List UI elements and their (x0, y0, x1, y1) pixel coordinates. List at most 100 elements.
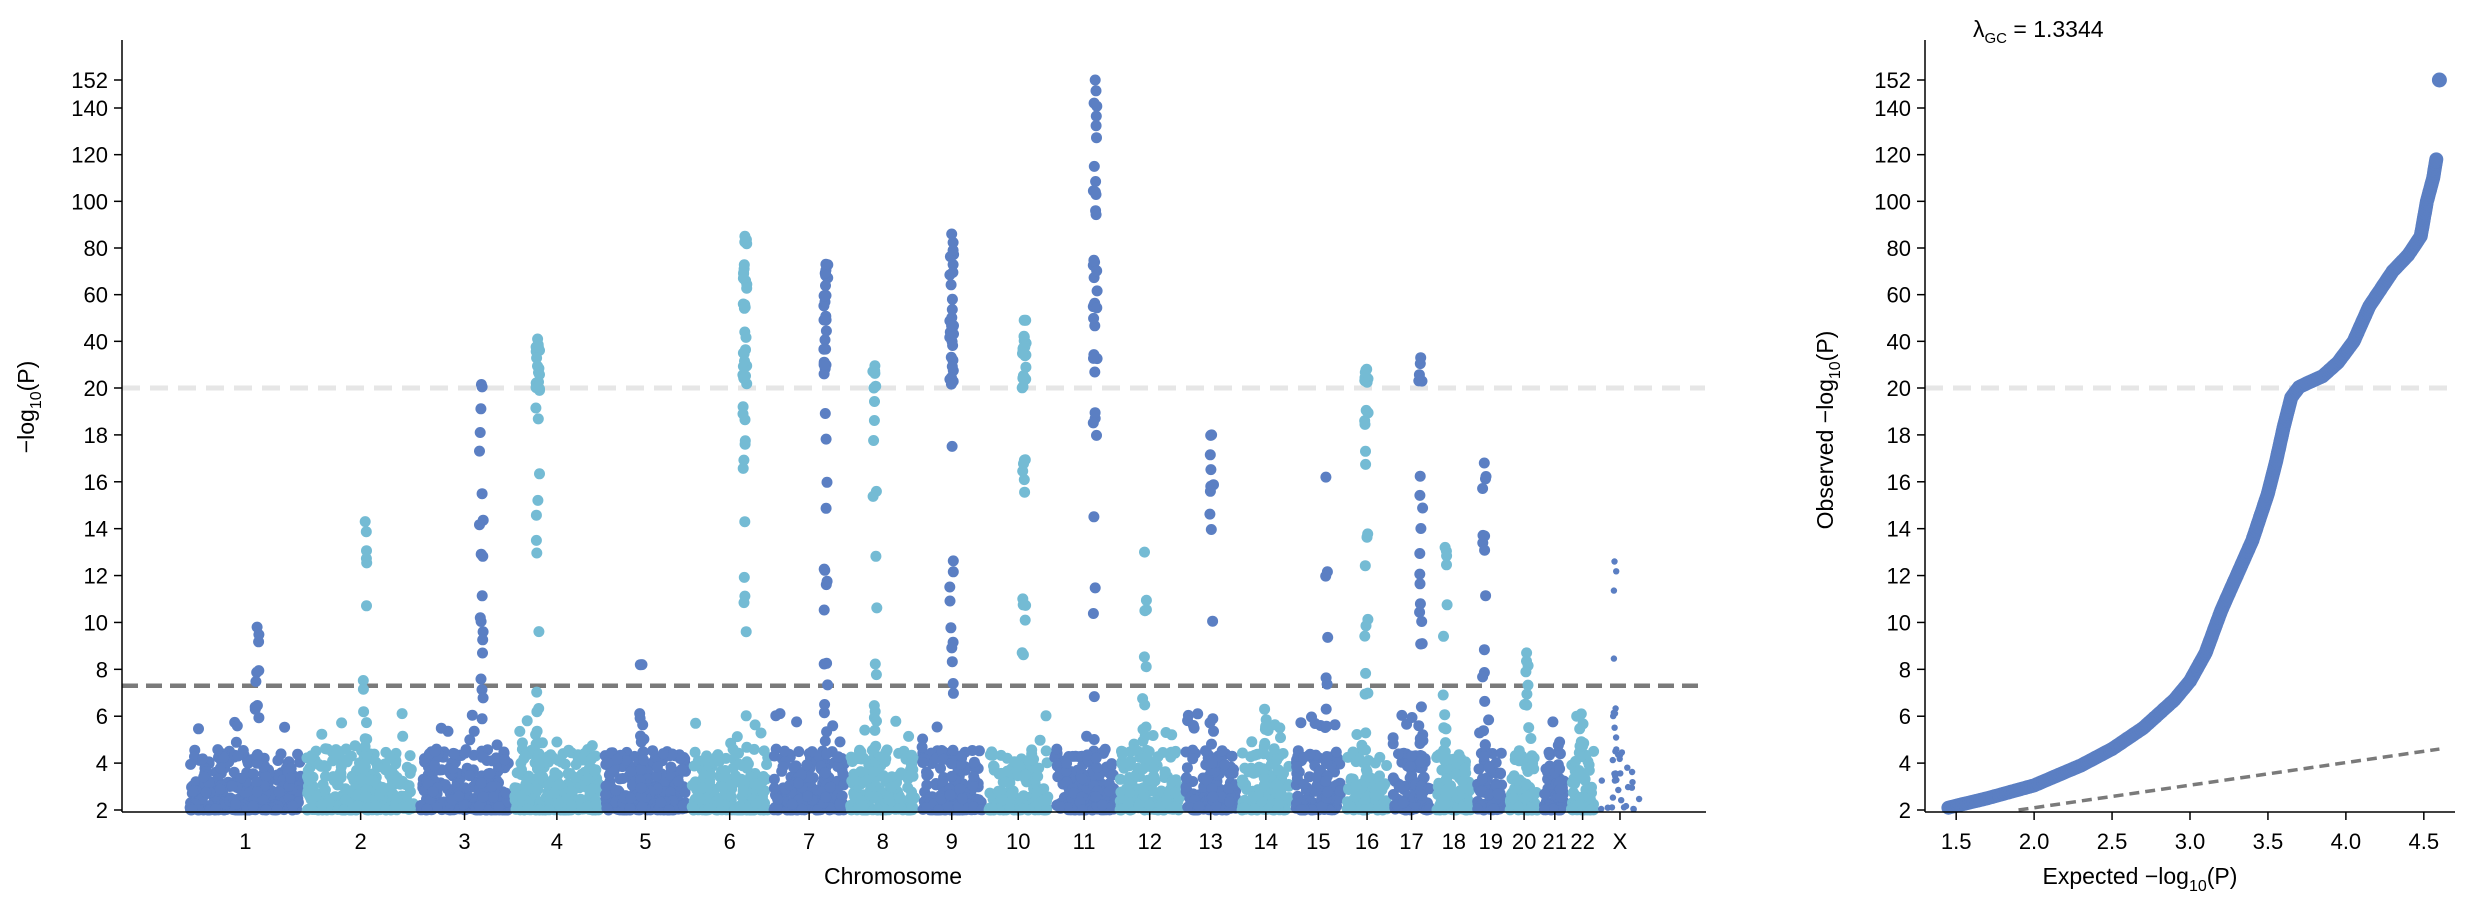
y-tick-label: 2 (96, 798, 108, 823)
qq-x-tick-label: 2.0 (2019, 829, 2050, 854)
point (1477, 671, 1489, 683)
qq-y-tick-label: 16 (1887, 470, 1911, 495)
point (1019, 486, 1031, 498)
point (1089, 407, 1101, 419)
point (1438, 792, 1450, 804)
point (1610, 655, 1618, 662)
point (739, 355, 750, 367)
point (358, 706, 370, 718)
y-tick-label: 10 (84, 610, 108, 635)
point (1478, 725, 1489, 737)
point (1547, 716, 1559, 728)
point (1413, 720, 1425, 732)
point (818, 707, 830, 719)
point (666, 748, 678, 760)
point (771, 801, 783, 813)
x-tick-label: 15 (1306, 829, 1330, 854)
point (724, 779, 736, 791)
point (1359, 418, 1371, 430)
point (1612, 734, 1620, 741)
point (447, 763, 459, 775)
point (431, 802, 443, 813)
point (946, 293, 958, 305)
chromosome-2-points (301, 516, 419, 816)
point (1180, 772, 1192, 784)
chromosome-4-points (509, 333, 605, 816)
point (251, 750, 263, 761)
point (1033, 762, 1045, 774)
point (330, 747, 342, 759)
point (1576, 739, 1588, 751)
point (1091, 132, 1102, 144)
qq-y-tick-label: 14 (1887, 517, 1911, 542)
point (1610, 587, 1618, 594)
chromosome-13-points (1180, 429, 1242, 816)
point (1017, 348, 1028, 359)
point (1512, 801, 1524, 813)
point (921, 769, 933, 781)
point (600, 780, 612, 792)
point (944, 595, 956, 607)
point (1040, 745, 1052, 757)
point (1417, 502, 1429, 514)
qq-y-axis-label: Observed −log10(P) (1812, 331, 1844, 530)
point (802, 790, 813, 802)
point (854, 744, 866, 756)
point (230, 736, 242, 748)
point (474, 612, 486, 624)
point (801, 759, 813, 771)
point (1226, 750, 1238, 762)
point (273, 786, 285, 798)
point (1321, 720, 1332, 732)
point (1090, 85, 1102, 97)
x-tick-label: X (1613, 829, 1628, 854)
point (1224, 796, 1235, 808)
point (755, 727, 767, 739)
point (582, 773, 594, 785)
point (475, 777, 487, 789)
qq-x-tick-label: 2.5 (2097, 829, 2128, 854)
qq-points (1941, 72, 2447, 815)
point (1137, 735, 1149, 747)
peak-point (1089, 74, 1101, 86)
point (200, 787, 212, 798)
point (820, 325, 832, 337)
point (795, 769, 807, 781)
qq-y-axis-ticks: 2 4 6 8 10 12 14 16 18 20 40 60 80 100 120 140 152 (1874, 68, 1925, 823)
point (285, 772, 296, 784)
point (635, 763, 647, 775)
point (1520, 666, 1532, 678)
point (871, 602, 883, 614)
point (677, 799, 689, 811)
point (533, 804, 545, 816)
point (352, 800, 364, 812)
point (1026, 744, 1038, 756)
point (1479, 739, 1491, 751)
qq-y-tick-label: 8 (1899, 657, 1911, 682)
point (1034, 734, 1046, 746)
point (935, 762, 946, 774)
point (253, 665, 265, 677)
point (364, 774, 376, 786)
point (1262, 803, 1274, 815)
point (476, 488, 488, 500)
point (530, 738, 542, 750)
point (1406, 750, 1417, 762)
point (271, 804, 283, 816)
point (1295, 717, 1307, 729)
point (384, 752, 396, 764)
point (1091, 302, 1103, 314)
point (1298, 751, 1310, 763)
point (359, 733, 371, 745)
point (867, 791, 879, 802)
point (1350, 756, 1362, 768)
point (822, 679, 834, 691)
point (737, 401, 749, 413)
point (251, 757, 263, 769)
point (946, 642, 958, 654)
point (859, 724, 871, 736)
point (360, 526, 372, 538)
point (1574, 792, 1586, 804)
point (821, 476, 833, 488)
point (197, 753, 209, 765)
